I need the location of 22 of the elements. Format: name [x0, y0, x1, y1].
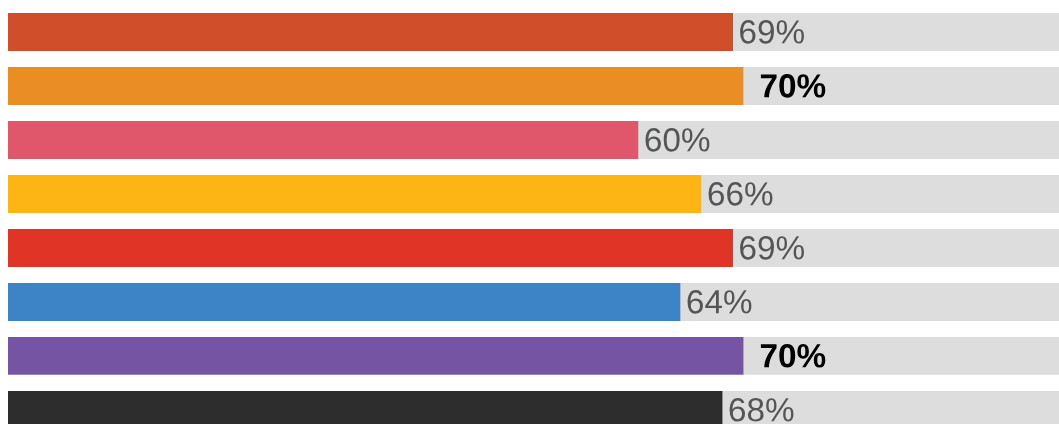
- data-label: 66%: [708, 182, 773, 206]
- bar: [8, 13, 734, 51]
- data-label: 60%: [645, 128, 710, 152]
- bar: [8, 175, 702, 213]
- bar: [743, 67, 1059, 105]
- data-label: 70%: [760, 74, 826, 98]
- bar: [8, 229, 734, 267]
- bar: [8, 67, 744, 105]
- bar: [638, 121, 1059, 159]
- data-label: 64%: [687, 290, 752, 314]
- bar: [8, 121, 639, 159]
- bar: [8, 283, 681, 321]
- data-label: 70%: [760, 344, 826, 368]
- data-label: 69%: [740, 236, 804, 260]
- bar: [680, 283, 1059, 321]
- bar: [743, 337, 1059, 375]
- bar: [701, 175, 1059, 213]
- bar: [8, 337, 744, 375]
- bar: [733, 13, 1059, 51]
- data-label: 69%: [740, 20, 804, 44]
- data-label: 68%: [729, 398, 794, 422]
- bar: [733, 229, 1059, 267]
